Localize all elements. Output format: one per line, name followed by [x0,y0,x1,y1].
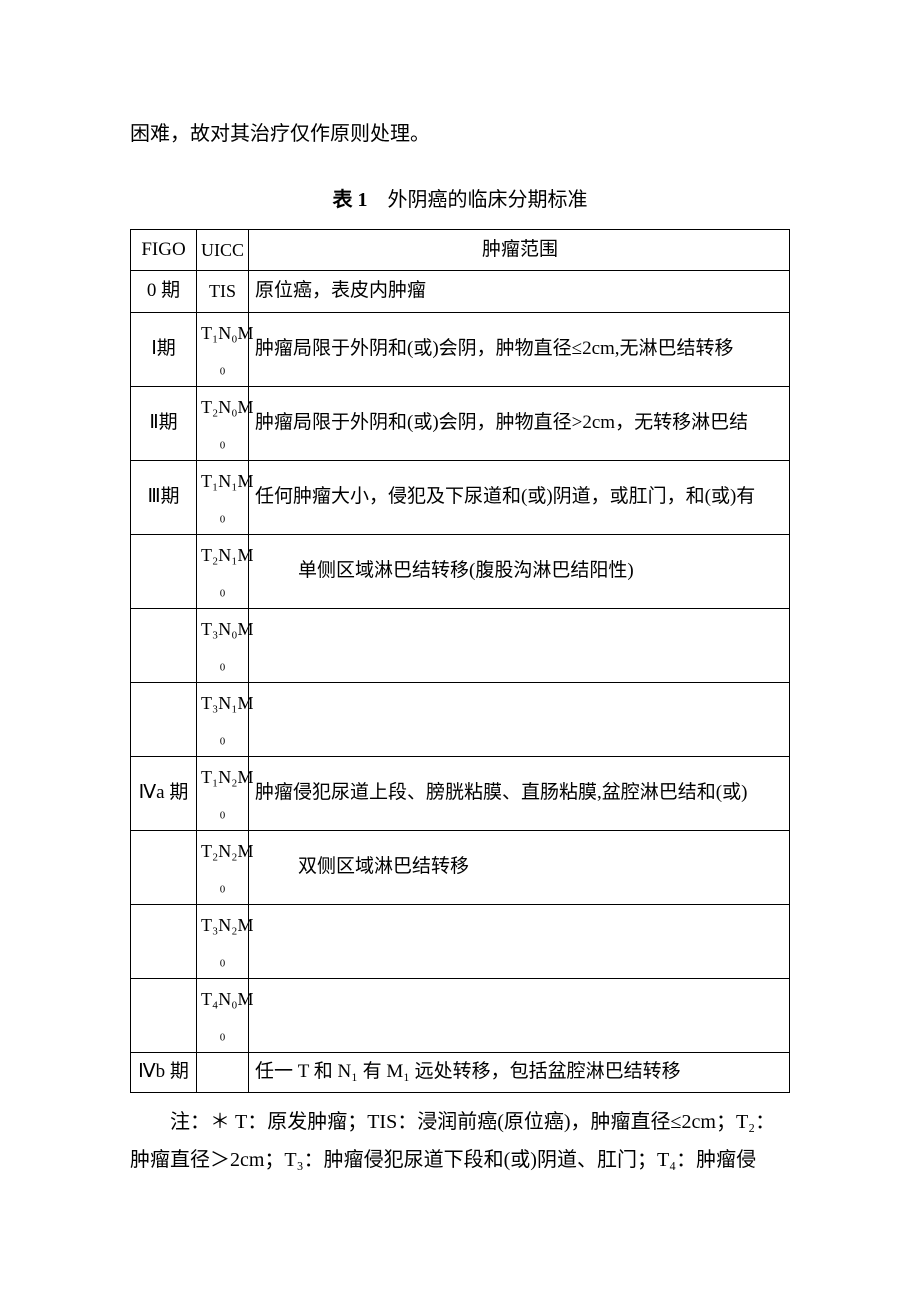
cell-desc [249,978,790,1052]
cell-uicc: TIS [197,271,249,312]
table-row: Ⅰ期T₁N₀M₀肿瘤局限于外阴和(或)会阴，肿物直径≤2cm,无淋巴结转移 [131,312,790,386]
cell-figo: Ⅲ期 [131,460,197,534]
table-row: T₃N₂M₀ [131,904,790,978]
cell-desc [249,608,790,682]
cell-figo: 0 期 [131,271,197,312]
cell-uicc: T₃N₁M₀ [197,682,249,756]
cell-desc: 肿瘤局限于外阴和(或)会阴，肿物直径≤2cm,无淋巴结转移 [249,312,790,386]
cell-figo [131,904,197,978]
cell-desc: 肿瘤侵犯尿道上段、膀胱粘膜、直肠粘膜,盆腔淋巴结和(或) [249,756,790,830]
table-row: T₂N₁M₀ 单侧区域淋巴结转移(腹股沟淋巴结阳性) [131,534,790,608]
cell-uicc: T₂N₀M₀ [197,386,249,460]
cell-figo: Ⅰ期 [131,312,197,386]
cell-desc: 肿瘤局限于外阴和(或)会阴，肿物直径>2cm，无转移淋巴结 [249,386,790,460]
header-uicc: UICC [197,230,249,271]
cell-figo: Ⅱ期 [131,386,197,460]
table-row: 0 期TIS原位癌，表皮内肿瘤 [131,271,790,312]
cell-desc: 单侧区域淋巴结转移(腹股沟淋巴结阳性) [249,534,790,608]
cell-uicc: T₂N₁M₀ [197,534,249,608]
table-header-row: FIGO UICC 肿瘤范围 [131,230,790,271]
table-row: Ⅱ期T₂N₀M₀肿瘤局限于外阴和(或)会阴，肿物直径>2cm，无转移淋巴结 [131,386,790,460]
table-caption: 外阴癌的临床分期标准 [388,189,588,211]
cell-desc: 任一 T 和 N₁ 有 M₁ 远处转移，包括盆腔淋巴结转移 [249,1052,790,1092]
cell-desc: 双侧区域淋巴结转移 [249,830,790,904]
table-row: T₃N₁M₀ [131,682,790,756]
table-row: Ⅳa 期T₁N₂M₀肿瘤侵犯尿道上段、膀胱粘膜、直肠粘膜,盆腔淋巴结和(或) [131,756,790,830]
cell-uicc: T₂N₂M₀ [197,830,249,904]
footer-note: 注：＊ T：原发肿瘤；TIS：浸润前癌(原位癌)，肿瘤直径≤2cm；T₂：肿瘤直… [130,1103,790,1179]
cell-desc [249,682,790,756]
table-title: 表 1 外阴癌的临床分期标准 [130,181,790,219]
cell-uicc: T₃N₂M₀ [197,904,249,978]
cell-uicc: T₃N₀M₀ [197,608,249,682]
table-row: T₄N₀M₀ [131,978,790,1052]
cell-uicc: T₁N₁M₀ [197,460,249,534]
cell-figo [131,608,197,682]
cell-figo [131,978,197,1052]
cell-uicc: T₄N₀M₀ [197,978,249,1052]
cell-uicc [197,1052,249,1092]
table-row: T₂N₂M₀ 双侧区域淋巴结转移 [131,830,790,904]
intro-paragraph: 困难，故对其治疗仅作原则处理。 [130,115,790,153]
cell-figo [131,682,197,756]
cell-desc [249,904,790,978]
table-row: Ⅳb 期 任一 T 和 N₁ 有 M₁ 远处转移，包括盆腔淋巴结转移 [131,1052,790,1092]
cell-desc: 原位癌，表皮内肿瘤 [249,271,790,312]
table-row: Ⅲ期T₁N₁M₀任何肿瘤大小，侵犯及下尿道和(或)阴道，或肛门，和(或)有 [131,460,790,534]
header-figo: FIGO [131,230,197,271]
cell-figo [131,534,197,608]
staging-table: FIGO UICC 肿瘤范围 0 期TIS原位癌，表皮内肿瘤Ⅰ期T₁N₀M₀肿瘤… [130,229,790,1093]
table-number: 表 1 [333,189,368,211]
cell-uicc: T₁N₂M₀ [197,756,249,830]
cell-figo: Ⅳb 期 [131,1052,197,1092]
cell-figo: Ⅳa 期 [131,756,197,830]
table-row: T₃N₀M₀ [131,608,790,682]
cell-figo [131,830,197,904]
header-desc: 肿瘤范围 [249,230,790,271]
cell-desc: 任何肿瘤大小，侵犯及下尿道和(或)阴道，或肛门，和(或)有 [249,460,790,534]
cell-uicc: T₁N₀M₀ [197,312,249,386]
